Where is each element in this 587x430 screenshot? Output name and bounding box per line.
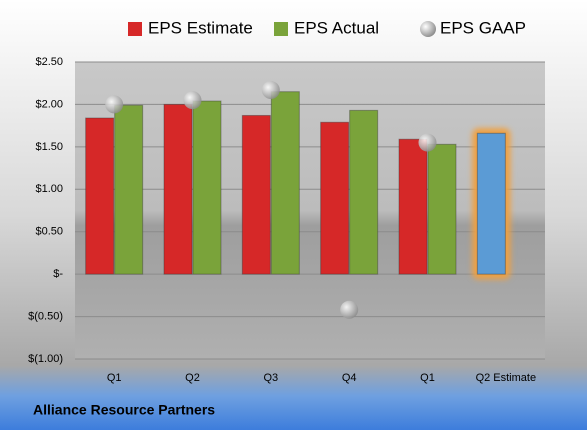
y-tick-label: $2.50 [35, 56, 63, 68]
x-tick-label: Q4 [342, 372, 357, 384]
bar [320, 121, 350, 275]
bar [114, 104, 144, 275]
x-tick-label: Q2 Estimate [476, 372, 537, 384]
y-tick-label: $(1.00) [28, 353, 63, 365]
plot-area [75, 62, 545, 359]
bar [427, 143, 457, 275]
bar [270, 91, 300, 275]
gaap-marker [183, 91, 202, 110]
footer: Alliance Resource Partners [33, 402, 215, 418]
legend-marker [420, 21, 436, 37]
gaap-marker [105, 95, 124, 114]
gaap-marker [418, 133, 437, 152]
gaap-marker [340, 300, 359, 319]
y-tick-label: $- [53, 268, 63, 280]
legend-marker [274, 22, 288, 36]
bar [241, 114, 271, 275]
bar [163, 103, 193, 275]
x-tick-label: Q3 [263, 372, 278, 384]
y-tick-label: $1.50 [35, 141, 63, 153]
y-tick-label: $(0.50) [28, 310, 63, 322]
bar [398, 138, 428, 275]
x-tick-label: Q1 [107, 372, 122, 384]
bar [85, 117, 115, 275]
y-tick-label: $0.50 [35, 226, 63, 238]
x-tick-label: Q1 [420, 372, 435, 384]
legend-marker [128, 22, 142, 36]
x-tick-label: Q2 [185, 372, 200, 384]
bar [192, 100, 222, 275]
gaap-marker [261, 81, 280, 100]
legend-label: EPS Actual [294, 18, 379, 37]
legend-label: EPS GAAP [440, 18, 526, 37]
bar [476, 132, 506, 275]
y-tick-label: $2.00 [35, 98, 63, 110]
legend-label: EPS Estimate [148, 18, 253, 37]
y-tick-label: $1.00 [35, 183, 63, 195]
bar [349, 109, 379, 275]
